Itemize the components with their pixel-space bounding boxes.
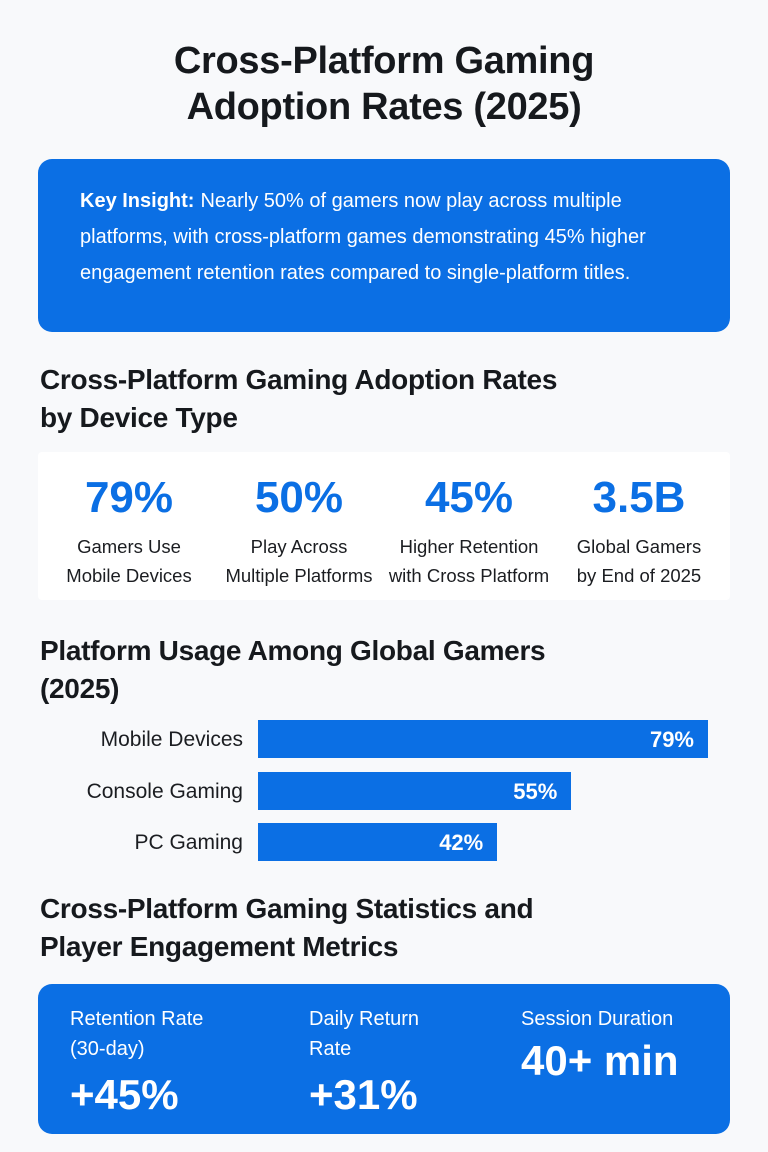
stat-global-gamers: 3.5B Global Gamers by End of 2025 — [554, 470, 724, 600]
bar-value: 79% — [649, 727, 694, 752]
stat-value: 79% — [84, 473, 174, 522]
stat-label: Gamers Use Mobile Devices — [66, 536, 192, 586]
usage-section-heading: Platform Usage Among Global Gamers (2025… — [40, 632, 730, 708]
bar: 55% — [258, 772, 572, 810]
stat-label: Global Gamers by End of 2025 — [576, 536, 702, 586]
title-line-2: Adoption Rates (2025) — [186, 86, 582, 128]
metric-session-duration: Session Duration 40+ min — [521, 1004, 679, 1086]
bar-row-console: Console Gaming 55% — [40, 772, 740, 810]
metric-value: +45% — [70, 1071, 179, 1118]
usage-heading-line-2: (2025) — [40, 673, 120, 704]
bar-value: 42% — [439, 830, 484, 855]
stat-label: Play Across Multiple Platforms — [225, 536, 373, 586]
engagement-metrics-card: Retention Rate (30-day) +45% Daily Return… — [38, 984, 730, 1134]
stat-value: 3.5B — [592, 473, 686, 522]
adoption-section-heading: Cross-Platform Gaming Adoption Rates by … — [40, 361, 730, 437]
adoption-heading-line-2: by Device Type — [40, 402, 238, 433]
bar-label: PC Gaming — [134, 831, 243, 854]
title-line-1: Cross-Platform Gaming — [173, 40, 595, 82]
metrics-heading-line-2: Player Engagement Metrics — [40, 931, 399, 962]
bar: 79% — [258, 720, 708, 758]
metric-label: Retention Rate (30-day) — [70, 1008, 204, 1060]
page-title: Cross-Platform Gaming Adoption Rates (20… — [0, 38, 768, 130]
stat-value: 50% — [254, 473, 344, 522]
bar-row-pc: PC Gaming 42% — [40, 823, 740, 861]
bar: 42% — [258, 823, 498, 861]
usage-heading-line-1: Platform Usage Among Global Gamers — [40, 635, 546, 666]
stat-multi-platform: 50% Play Across Multiple Platforms — [214, 470, 384, 600]
key-insight-text: Nearly 50% of gamers now play across mul… — [80, 190, 646, 284]
bar-row-mobile: Mobile Devices 79% — [40, 720, 740, 758]
stat-value: 45% — [424, 473, 514, 522]
adoption-heading-line-1: Cross-Platform Gaming Adoption Rates — [40, 364, 558, 395]
bar-label: Mobile Devices — [100, 728, 243, 751]
stat-label: Higher Retention with Cross Platform — [388, 536, 550, 586]
key-insight-callout: Key Insight: Nearly 50% of gamers now pla… — [38, 159, 730, 332]
stat-mobile: 79% Gamers Use Mobile Devices — [44, 470, 214, 600]
metric-retention-rate: Retention Rate (30-day) +45% — [70, 1004, 203, 1120]
metrics-section-heading: Cross-Platform Gaming Statistics and Pla… — [40, 890, 730, 966]
metric-label: Daily Return Rate — [309, 1008, 420, 1060]
metric-value: 40+ min — [521, 1037, 679, 1084]
metrics-heading-line-1: Cross-Platform Gaming Statistics and — [40, 893, 534, 924]
key-insight-label: Key Insight: — [80, 190, 195, 212]
stat-retention: 45% Higher Retention with Cross Platform — [384, 470, 554, 600]
bar-value: 55% — [513, 779, 558, 804]
metric-value: +31% — [309, 1071, 418, 1118]
metric-daily-return-rate: Daily Return Rate +31% — [309, 1004, 419, 1120]
metric-label: Session Duration — [521, 1008, 674, 1030]
bar-label: Console Gaming — [86, 780, 243, 803]
stats-card: 79% Gamers Use Mobile Devices 50% Play Ac… — [38, 452, 730, 600]
